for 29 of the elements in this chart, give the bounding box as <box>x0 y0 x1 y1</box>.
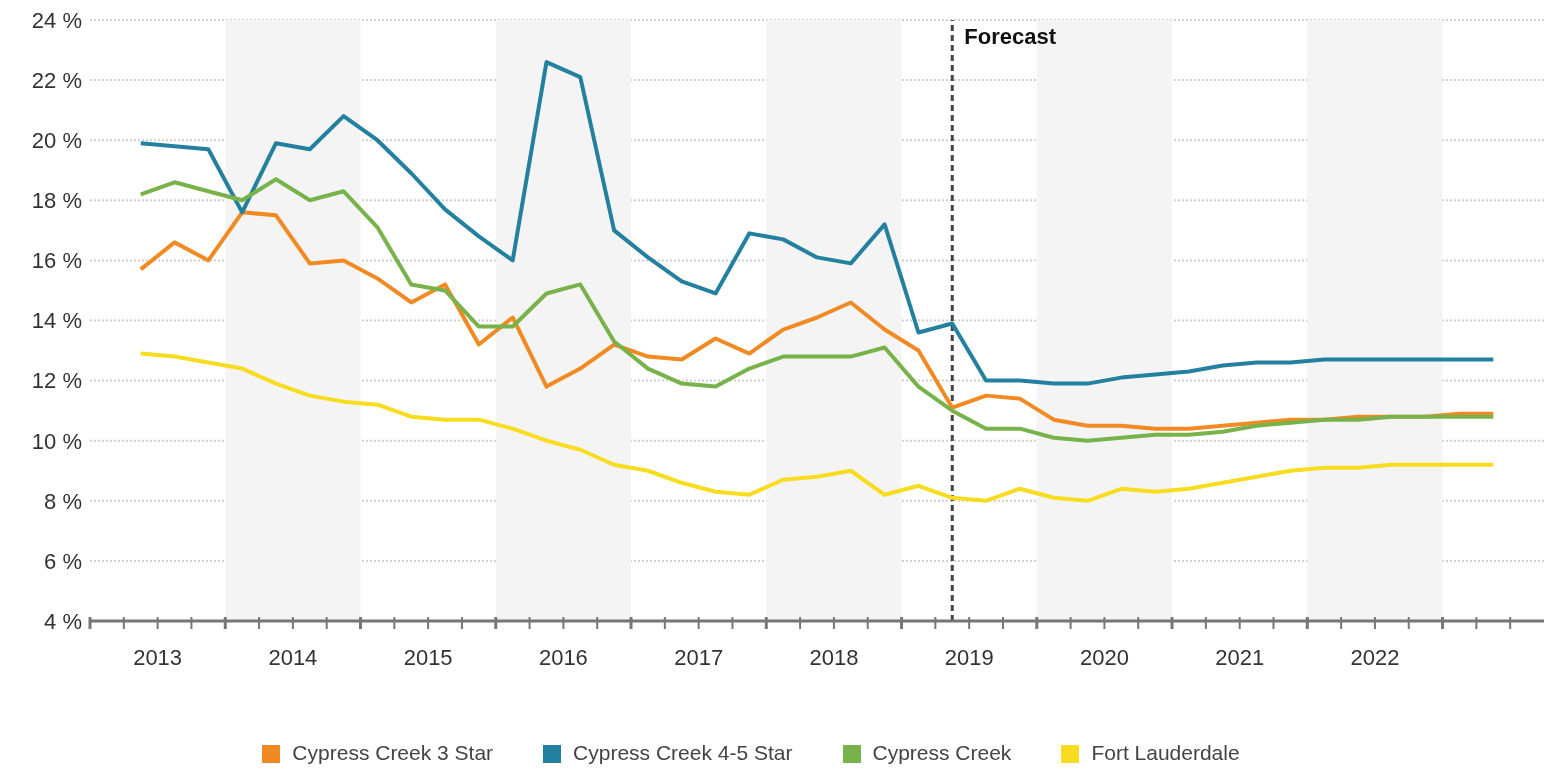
x-tick-label: 2013 <box>133 645 183 670</box>
y-tick-label: 16 % <box>31 248 82 274</box>
y-tick-label: 4 % <box>44 608 82 634</box>
x-tick-label: 2015 <box>403 645 453 670</box>
legend-label: Cypress Creek 4-5 Star <box>573 741 793 764</box>
y-tick-label: 14 % <box>31 308 82 334</box>
y-tick-label: 6 % <box>44 548 82 574</box>
x-tick-label: 2017 <box>674 645 724 670</box>
y-tick-label: 22 % <box>31 67 82 93</box>
x-tick-label: 2016 <box>538 645 588 670</box>
x-tick-label: 2020 <box>1079 645 1129 670</box>
x-tick-label: 2014 <box>268 645 318 670</box>
line-series <box>138 177 1496 443</box>
y-tick-label: 20 % <box>31 128 82 154</box>
legend-label: Cypress Creek 3 Star <box>292 741 494 764</box>
line-series <box>138 351 1496 503</box>
x-tick-label: 2019 <box>944 645 994 670</box>
x-tick-label: 2021 <box>1215 645 1265 670</box>
x-tick-label: 2018 <box>809 645 859 670</box>
legend-label: Fort Lauderdale <box>1091 741 1240 764</box>
y-tick-label: 24 % <box>31 7 82 33</box>
x-tick-label: 2022 <box>1350 645 1400 670</box>
line-series <box>138 60 1496 386</box>
y-tick-label: 8 % <box>44 488 82 514</box>
ref-line-label: Forecast <box>964 24 1057 49</box>
legend-label: Cypress Creek <box>872 741 1012 764</box>
y-tick-label: 18 % <box>31 188 82 214</box>
y-tick-label: 12 % <box>31 368 82 394</box>
y-tick-label: 10 % <box>31 428 82 454</box>
